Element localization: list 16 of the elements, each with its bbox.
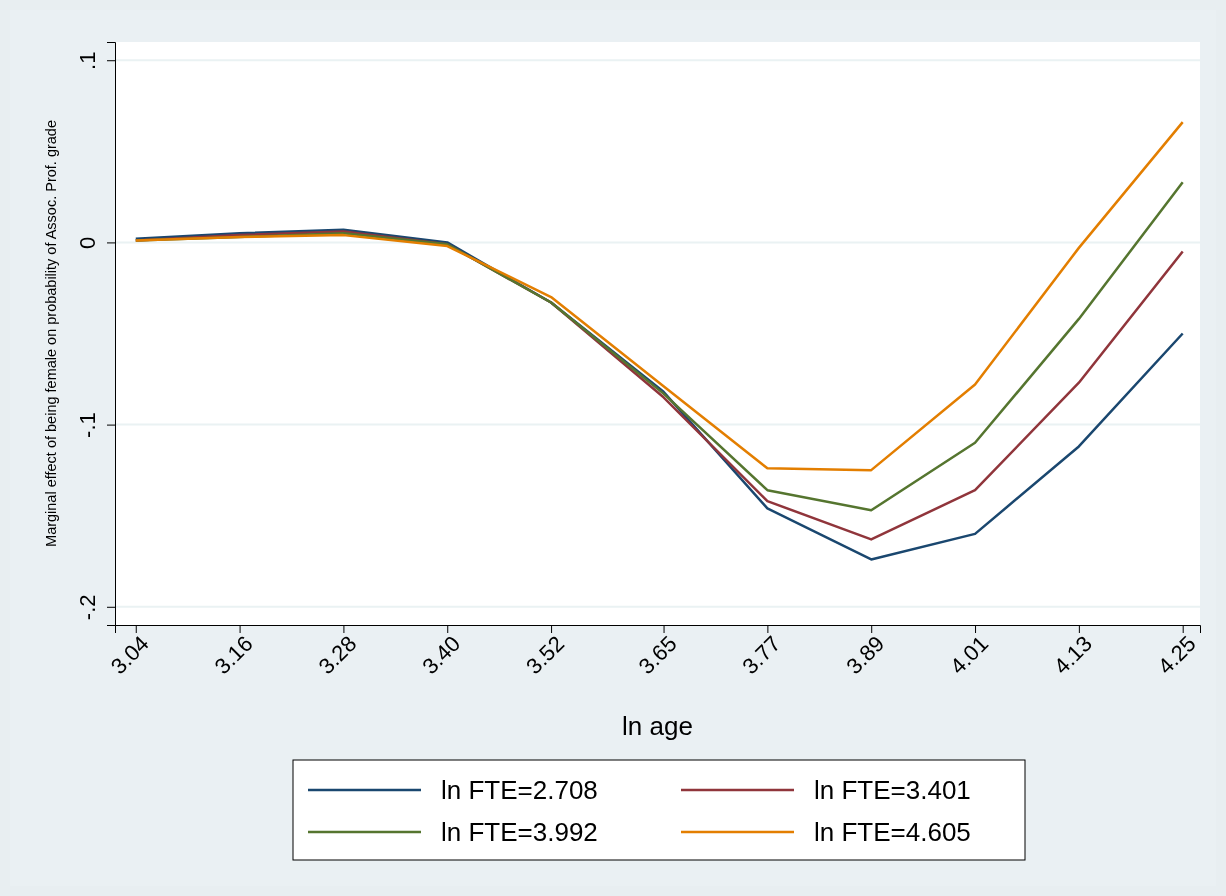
legend-label: ln FTE=3.992 [441, 817, 598, 848]
legend-label: ln FTE=3.401 [814, 775, 971, 806]
y-tick-label: 0 [75, 236, 100, 250]
x-tick-label: 4.13 [1048, 631, 1097, 680]
y-tick-label: .1 [75, 51, 100, 70]
x-tick-label: 4.25 [1152, 631, 1201, 680]
x-tick-label: 4.01 [945, 631, 994, 680]
y-axis-title: Marginal effect of being female on probability of Assoc. Prof. grade [43, 120, 59, 547]
y-tick-label: -.1 [75, 412, 100, 438]
line-series [134, 120, 1184, 472]
legend-label: ln FTE=2.708 [441, 775, 598, 806]
x-tick-label: 3.89 [841, 631, 890, 680]
legend-label: ln FTE=4.605 [814, 817, 971, 848]
x-axis-title: ln age [622, 711, 693, 741]
y-tick-label: -.2 [75, 594, 100, 621]
x-tick-label: 3.40 [417, 631, 466, 680]
